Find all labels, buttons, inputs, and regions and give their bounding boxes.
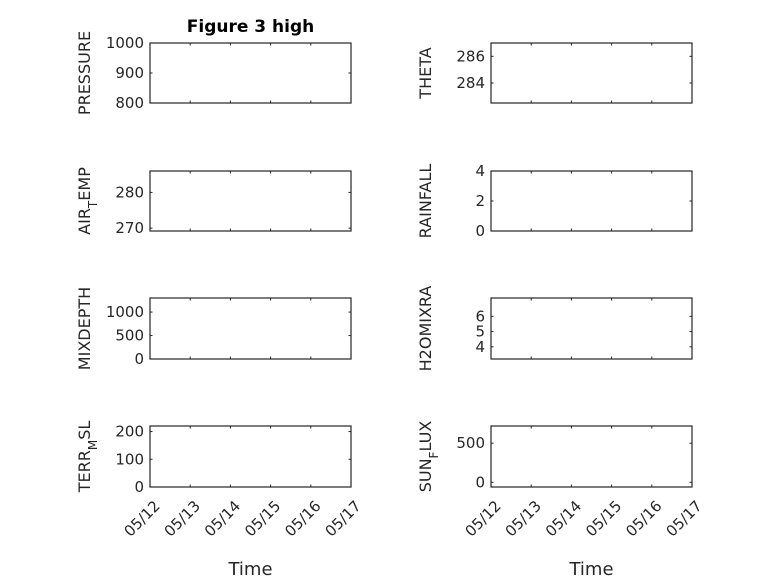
y-axis-label: MIXDEPTH <box>75 287 94 370</box>
y-tick-label: 900 <box>115 64 144 82</box>
x-axis-label: Time <box>227 559 272 580</box>
y-tick-label: 4 <box>475 338 485 356</box>
axes-frame <box>490 170 693 232</box>
y-tick-label: 100 <box>115 450 144 468</box>
y-tick-label: 0 <box>475 222 485 240</box>
y-tick-label: 200 <box>115 423 144 441</box>
y-axis-label: RAINFALL <box>416 164 435 239</box>
x-tick-label: 05/14 <box>201 497 244 540</box>
axes-frame <box>149 297 352 360</box>
subplot-1: 284 286 THETA <box>416 42 693 104</box>
subplot-2: 270 280 AIRTEMP <box>75 167 352 237</box>
y-tick-label: 1000 <box>106 303 144 321</box>
axes-frame <box>149 425 352 488</box>
x-tick-label: 05/16 <box>622 497 665 540</box>
y-axis-label: AIRTEMP <box>75 167 100 235</box>
x-tick-label: 05/17 <box>662 497 705 540</box>
x-tick-label: 05/13 <box>161 497 204 540</box>
y-tick-label: 500 <box>456 434 485 452</box>
y-tick-label: 5 <box>475 323 485 341</box>
y-tick-label: 270 <box>115 219 144 237</box>
x-tick-label: 05/14 <box>542 497 585 540</box>
y-axis-label: THETA <box>416 47 435 99</box>
y-tick-label: 6 <box>475 307 485 325</box>
chart-title: Figure 3 high <box>187 17 315 37</box>
axes-frame <box>149 170 352 232</box>
y-axis-label: SUNFLUX <box>416 421 441 493</box>
x-axis-label: Time <box>568 559 613 580</box>
y-tick-label: 280 <box>115 183 144 201</box>
x-tick-label: 05/15 <box>241 497 284 540</box>
y-tick-label: 0 <box>134 478 144 496</box>
subplot-5: 456 H2OMIXRA <box>416 286 693 372</box>
subplot-3: 0 2 4 RAINFALL <box>416 162 693 240</box>
axes-frame <box>490 297 693 360</box>
x-tick-label: 05/15 <box>582 497 625 540</box>
axes-frame <box>149 42 352 104</box>
subplot-4: 0 500 1000 MIXDEPTH <box>75 287 352 370</box>
y-tick-label: 2 <box>475 192 485 210</box>
y-tick-label: 0 <box>475 473 485 491</box>
y-axis-label: H2OMIXRA <box>416 286 435 372</box>
x-tick-label: 05/12 <box>461 497 504 540</box>
y-tick-label: 1000 <box>106 34 144 52</box>
y-tick-label: 284 <box>456 74 485 92</box>
y-tick-label: 4 <box>475 162 485 180</box>
x-tick-label: 05/12 <box>120 497 163 540</box>
y-tick-label: 800 <box>115 94 144 112</box>
y-axis-label: PRESSURE <box>75 31 94 115</box>
y-tick-label: 0 <box>134 350 144 368</box>
x-tick-label: 05/17 <box>321 497 364 540</box>
subplot-0: 800 900 1000 PRESSURE Figure 3 high <box>75 17 352 115</box>
x-tick-label: 05/16 <box>281 497 324 540</box>
y-tick-label: 286 <box>456 47 485 65</box>
y-tick-label: 500 <box>115 327 144 345</box>
x-tick-label: 05/13 <box>502 497 545 540</box>
axes-frame <box>490 42 693 104</box>
axes-frame <box>490 425 693 488</box>
y-axis-label: TERRMSL <box>75 421 100 494</box>
